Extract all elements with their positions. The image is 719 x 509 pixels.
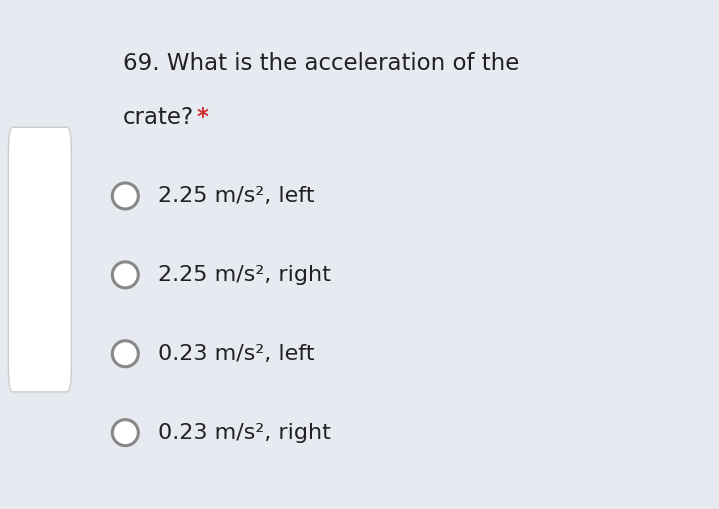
Ellipse shape — [112, 341, 138, 367]
Ellipse shape — [112, 419, 138, 446]
Text: 0.23 m/s², right: 0.23 m/s², right — [158, 422, 331, 443]
Ellipse shape — [112, 262, 138, 288]
Ellipse shape — [112, 183, 138, 209]
FancyBboxPatch shape — [9, 127, 71, 392]
Text: 69. What is the acceleration of the: 69. What is the acceleration of the — [122, 52, 519, 75]
Text: 2.25 m/s², left: 2.25 m/s², left — [158, 186, 315, 206]
Text: 0.23 m/s², left: 0.23 m/s², left — [158, 344, 315, 364]
Text: 2.25 m/s², right: 2.25 m/s², right — [158, 265, 331, 285]
Text: *: * — [197, 105, 209, 129]
Text: crate?: crate? — [122, 105, 193, 129]
